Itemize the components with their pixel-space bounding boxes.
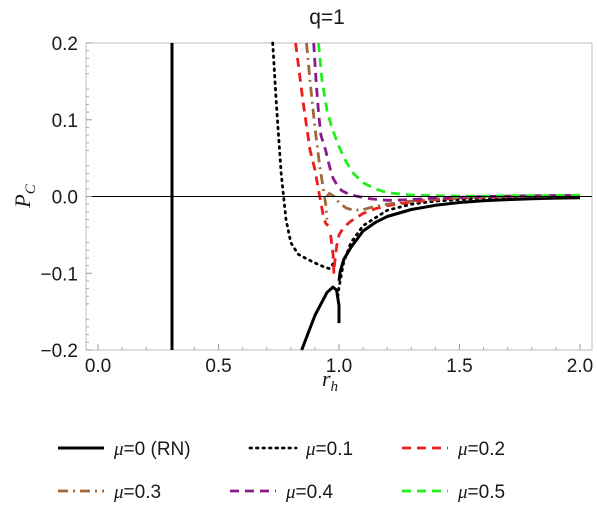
series-line (294, 42, 330, 227)
y-axis-label: PC (10, 183, 39, 208)
y-axis: −0.2 −0.1 0.0 0.1 0.2 (40, 34, 92, 362)
legend-label: μ=0.5 (457, 482, 505, 503)
y-tick-label: 0.0 (52, 188, 78, 209)
plot-area (85, 41, 593, 351)
legend-item: μ=0 (RN) (58, 439, 191, 460)
series-line (305, 42, 329, 220)
legend-label: μ=0.2 (457, 439, 505, 460)
legend-mu: μ (113, 439, 124, 460)
legend-mu: μ (285, 482, 296, 503)
series-4 (312, 42, 581, 202)
legend-label: μ=0.4 (285, 482, 333, 503)
legend: μ=0 (RN) μ=0.1 μ=0.2μ=0.3 μ=0.4 μ=0.5 (58, 439, 505, 503)
legend-label: μ=0.1 (305, 439, 353, 460)
legend-value: =0.4 (296, 482, 334, 503)
x-tick-label: 0.0 (85, 356, 111, 377)
legend-mu: μ (457, 482, 468, 503)
series-5 (317, 42, 581, 198)
x-tick-label: 2.0 (567, 356, 593, 377)
legend-item: μ=0.5 (402, 482, 505, 503)
legend-value: =0.5 (468, 482, 506, 503)
y-tick-label: −0.1 (40, 264, 78, 285)
legend-item: μ=0.1 (248, 439, 353, 460)
legend-value: =0.2 (468, 439, 506, 460)
legend-mu: μ (113, 482, 124, 503)
legend-mu: μ (305, 439, 316, 460)
x-axis-label-sub: h (331, 379, 339, 395)
chart-title: q=1 (309, 6, 345, 29)
legend-value: =0.3 (124, 482, 162, 503)
x-axis-label: rh (322, 366, 338, 395)
series-line (337, 196, 581, 282)
series-line (300, 285, 341, 351)
series-line (332, 193, 581, 268)
legend-item: μ=0.2 (402, 439, 505, 460)
series-2 (294, 42, 581, 280)
y-tick-label: 0.2 (52, 34, 78, 55)
x-tick-label: 1.0 (326, 356, 352, 377)
series-line (271, 41, 335, 271)
y-tick-label: 0.1 (52, 111, 78, 132)
series-line (317, 42, 581, 198)
x-axis: 0.0 0.5 1.0 1.5 2.0 (85, 344, 593, 377)
y-axis-label-sub: C (23, 183, 39, 194)
series-line (312, 42, 581, 202)
x-tick-label: 0.5 (205, 356, 231, 377)
legend-mu: μ (457, 439, 468, 460)
legend-label: μ=0 (RN) (113, 439, 191, 460)
x-tick-label: 1.5 (446, 356, 472, 377)
legend-label: μ=0.3 (113, 482, 161, 503)
y-tick-label: −0.2 (40, 341, 78, 362)
legend-value: =0 (RN) (124, 439, 191, 460)
x-axis-label-main: r (322, 366, 331, 391)
series-1 (271, 41, 582, 298)
legend-value: =0.1 (316, 439, 354, 460)
series-line (329, 234, 336, 280)
y-axis-label-main: P (10, 194, 35, 208)
legend-item: μ=0.4 (230, 482, 333, 503)
legend-item: μ=0.3 (58, 482, 161, 503)
series-line (336, 194, 582, 298)
